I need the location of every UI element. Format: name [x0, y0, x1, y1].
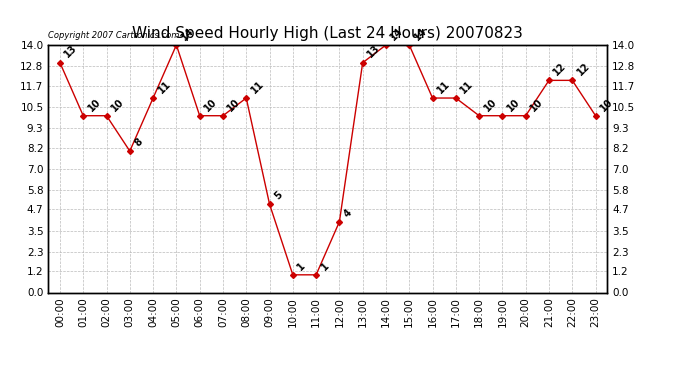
Text: 10: 10: [482, 96, 498, 113]
Text: 13: 13: [63, 43, 79, 60]
Text: 10: 10: [505, 96, 522, 113]
Text: 10: 10: [226, 96, 242, 113]
Text: 11: 11: [435, 79, 452, 95]
Text: 14: 14: [412, 26, 428, 42]
Text: 14: 14: [388, 26, 405, 42]
Text: 10: 10: [86, 96, 103, 113]
Text: 1: 1: [319, 260, 331, 272]
Text: 12: 12: [552, 61, 569, 78]
Text: 11: 11: [249, 79, 266, 95]
Text: 5: 5: [273, 189, 284, 201]
Text: 1: 1: [295, 260, 308, 272]
Text: 12: 12: [575, 61, 591, 78]
Title: Wind Speed Hourly High (Last 24 Hours) 20070823: Wind Speed Hourly High (Last 24 Hours) 2…: [132, 26, 523, 41]
Text: 14: 14: [179, 26, 196, 42]
Text: 13: 13: [366, 43, 382, 60]
Text: 8: 8: [132, 136, 144, 148]
Text: Copyright 2007 Cartronics.com: Copyright 2007 Cartronics.com: [48, 31, 179, 40]
Text: 10: 10: [109, 96, 126, 113]
Text: 11: 11: [459, 79, 475, 95]
Text: 4: 4: [342, 207, 354, 219]
Text: 10: 10: [598, 96, 615, 113]
Text: 10: 10: [202, 96, 219, 113]
Text: 11: 11: [156, 79, 172, 95]
Text: 10: 10: [529, 96, 545, 113]
